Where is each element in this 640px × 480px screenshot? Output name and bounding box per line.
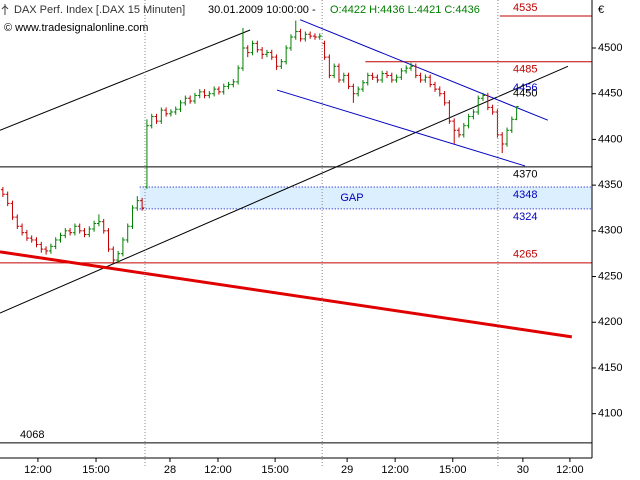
level-label: 4485 — [513, 64, 537, 76]
y-tick-label: 4400 — [598, 133, 622, 145]
y-tick-label: 4200 — [598, 316, 622, 328]
currency: € — [598, 4, 604, 16]
logo-icon — [1, 4, 9, 15]
x-tick-label: 28 — [164, 464, 176, 476]
x-tick-label: 12:00 — [556, 464, 584, 476]
x-tick-label: 12:00 — [204, 464, 232, 476]
chart-title: DAX Perf. Index [.DAX 15 Minuten] — [14, 4, 185, 16]
level-label: 4348 — [513, 189, 537, 201]
y-tick-label: 4100 — [598, 408, 622, 420]
level-label: 4068 — [20, 429, 44, 441]
level-label: 4265 — [513, 249, 537, 261]
trend-line — [0, 250, 573, 339]
level-label: 4324 — [513, 211, 537, 223]
x-tick-label: 12:00 — [24, 464, 52, 476]
value-label: 4450 — [513, 88, 537, 100]
trend-line — [299, 19, 549, 121]
trend-line — [276, 89, 526, 167]
y-tick-label: 4500 — [598, 42, 622, 54]
gap-label: GAP — [340, 192, 363, 204]
x-tick-label: 29 — [341, 464, 353, 476]
x-tick-label: 12:00 — [381, 464, 409, 476]
x-tick-label: 15:00 — [261, 464, 289, 476]
y-tick-label: 4150 — [598, 362, 622, 374]
plot-area — [0, 15, 592, 444]
y-tick-label: 4450 — [598, 88, 622, 100]
x-tick-label: 30 — [517, 464, 529, 476]
source: © www.tradesignalonline.com — [4, 22, 148, 34]
value-label: 4456 — [513, 82, 537, 94]
y-tick-label: 4250 — [598, 270, 622, 282]
header-datetime: 30.01.2009 10:00:00 - — [208, 4, 316, 16]
trend-line — [0, 65, 569, 314]
header-quote: O:4422 H:4436 L:4421 C:4436 — [330, 4, 480, 16]
x-tick-label: 15:00 — [82, 464, 110, 476]
level-label: 4535 — [513, 2, 537, 14]
trend-line — [0, 29, 251, 131]
x-tick-label: 15:00 — [439, 464, 467, 476]
level-label: 4370 — [513, 169, 537, 181]
y-tick-label: 4350 — [598, 179, 622, 191]
y-tick-label: 4300 — [598, 225, 622, 237]
